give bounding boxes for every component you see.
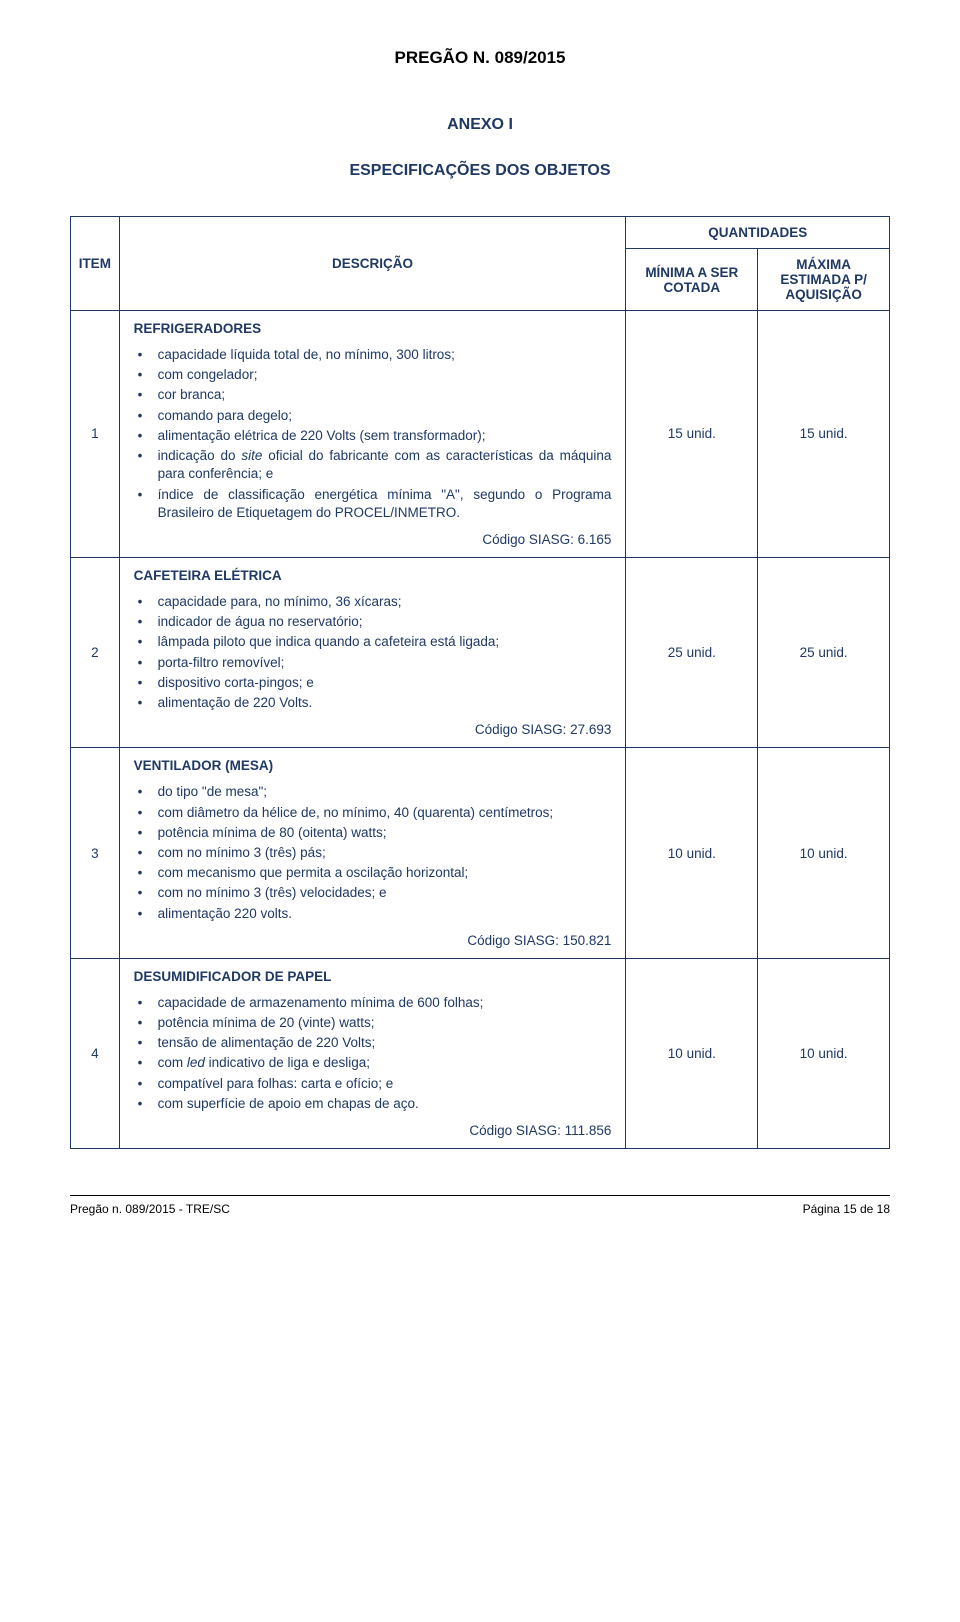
codigo-siasg: Código SIASG: 6.165 [134, 532, 612, 547]
bullet-item: potência mínima de 80 (oitenta) watts; [152, 824, 612, 842]
bullet-item: capacidade de armazenamento mínima de 60… [152, 994, 612, 1012]
bullet-item: dispositivo corta-pingos; e [152, 674, 612, 692]
bullet-item: do tipo "de mesa"; [152, 783, 612, 801]
qty-min-value: 15 unid. [626, 311, 758, 558]
spec-heading: ESPECIFICAÇÕES DOS OBJETOS [70, 162, 890, 180]
bullet-item: alimentação 220 volts. [152, 905, 612, 923]
qty-min-value: 10 unid. [626, 958, 758, 1148]
bullet-item: com mecanismo que permita a oscilação ho… [152, 864, 612, 882]
col-header-qty-max: MÁXIMA ESTIMADA P/ AQUISIÇÃO [758, 249, 890, 311]
bullet-item: com diâmetro da hélice de, no mínimo, 40… [152, 804, 612, 822]
item-description: REFRIGERADORES capacidade líquida total d… [119, 311, 626, 558]
qty-max-value: 10 unid. [758, 748, 890, 959]
item-bullets: capacidade de armazenamento mínima de 60… [134, 994, 612, 1113]
item-title: REFRIGERADORES [134, 321, 612, 336]
table-row: 1 REFRIGERADORES capacidade líquida total … [71, 311, 890, 558]
item-number: 4 [71, 958, 120, 1148]
col-header-item: ITEM [71, 217, 120, 311]
bullet-item: compatível para folhas: carta e ofício; … [152, 1075, 612, 1093]
bullet-item: com no mínimo 3 (três) velocidades; e [152, 884, 612, 902]
qty-max-value: 15 unid. [758, 311, 890, 558]
item-description: CAFETEIRA ELÉTRICA capacidade para, no mí… [119, 557, 626, 747]
doc-title: PREGÃO N. 089/2015 [70, 48, 890, 68]
footer: Pregão n. 089/2015 - TRE/SC Página 15 de… [70, 1202, 890, 1216]
bullet-item: alimentação de 220 Volts. [152, 694, 612, 712]
codigo-siasg: Código SIASG: 27.693 [134, 722, 612, 737]
bullet-item: índice de classificação energética mínim… [152, 486, 612, 522]
item-number: 3 [71, 748, 120, 959]
table-row: 4 DESUMIDIFICADOR DE PAPEL capacidade de a… [71, 958, 890, 1148]
bullet-item: capacidade líquida total de, no mínimo, … [152, 346, 612, 364]
item-title: VENTILADOR (MESA) [134, 758, 612, 773]
bullet-item: com led indicativo de liga e desliga; [152, 1054, 612, 1072]
table-row: 2 CAFETEIRA ELÉTRICA capacidade para, no m… [71, 557, 890, 747]
bullet-item: com superfície de apoio em chapas de aço… [152, 1095, 612, 1113]
item-bullets: capacidade líquida total de, no mínimo, … [134, 346, 612, 522]
footer-right: Página 15 de 18 [803, 1202, 890, 1216]
qty-min-value: 25 unid. [626, 557, 758, 747]
bullet-item: lâmpada piloto que indica quando a cafet… [152, 633, 612, 651]
bullet-item: porta-filtro removível; [152, 654, 612, 672]
item-title: CAFETEIRA ELÉTRICA [134, 568, 612, 583]
col-header-qty: QUANTIDADES [626, 217, 890, 249]
bullet-item: capacidade para, no mínimo, 36 xícaras; [152, 593, 612, 611]
item-title: DESUMIDIFICADOR DE PAPEL [134, 969, 612, 984]
spec-table: ITEM DESCRIÇÃO QUANTIDADES MÍNIMA A SER … [70, 216, 890, 1149]
anexo-heading: ANEXO I [70, 116, 890, 134]
bullet-item: alimentação elétrica de 220 Volts (sem t… [152, 427, 612, 445]
item-description: DESUMIDIFICADOR DE PAPEL capacidade de ar… [119, 958, 626, 1148]
item-bullets: do tipo "de mesa"; com diâmetro da hélice… [134, 783, 612, 923]
bullet-item: com congelador; [152, 366, 612, 384]
footer-left: Pregão n. 089/2015 - TRE/SC [70, 1202, 230, 1216]
item-bullets: capacidade para, no mínimo, 36 xícaras; i… [134, 593, 612, 712]
bullet-item: potência mínima de 20 (vinte) watts; [152, 1014, 612, 1032]
item-number: 2 [71, 557, 120, 747]
bullet-item: cor branca; [152, 386, 612, 404]
col-header-qty-min: MÍNIMA A SER COTADA [626, 249, 758, 311]
bullet-item: tensão de alimentação de 220 Volts; [152, 1034, 612, 1052]
bullet-item: comando para degelo; [152, 407, 612, 425]
col-header-desc: DESCRIÇÃO [119, 217, 626, 311]
table-header-row-1: ITEM DESCRIÇÃO QUANTIDADES [71, 217, 890, 249]
codigo-siasg: Código SIASG: 150.821 [134, 933, 612, 948]
footer-divider [70, 1195, 890, 1196]
table-row: 3 VENTILADOR (MESA) do tipo "de mesa"; com … [71, 748, 890, 959]
bullet-item: com no mínimo 3 (três) pás; [152, 844, 612, 862]
qty-max-value: 25 unid. [758, 557, 890, 747]
item-number: 1 [71, 311, 120, 558]
qty-max-value: 10 unid. [758, 958, 890, 1148]
item-description: VENTILADOR (MESA) do tipo "de mesa"; com d… [119, 748, 626, 959]
bullet-item: indicação do site oficial do fabricante … [152, 447, 612, 483]
qty-min-value: 10 unid. [626, 748, 758, 959]
bullet-item: indicador de água no reservatório; [152, 613, 612, 631]
codigo-siasg: Código SIASG: 111.856 [134, 1123, 612, 1138]
